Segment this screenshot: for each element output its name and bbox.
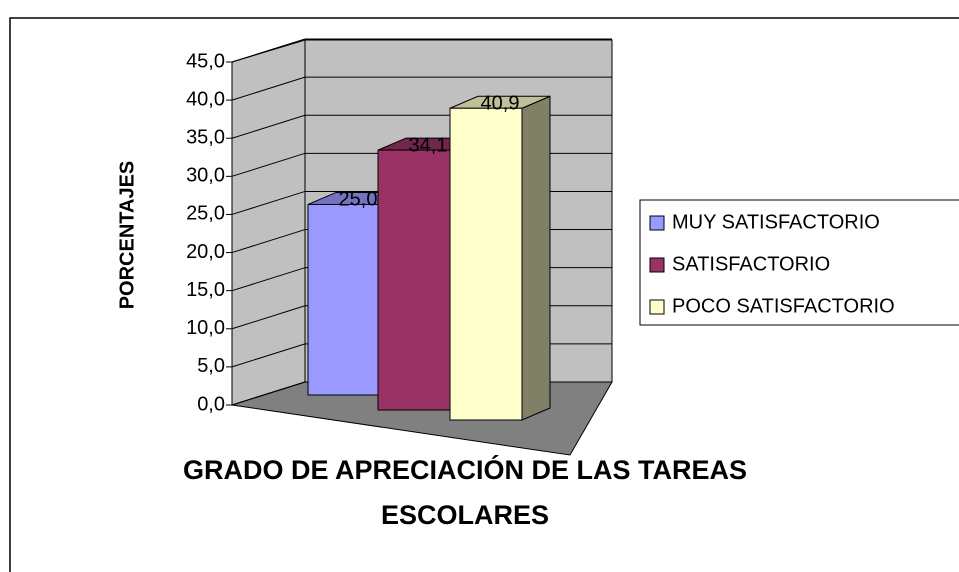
y-tick-label: 20,0 (186, 241, 225, 263)
bar-side (521, 95, 551, 421)
grid-line (231, 305, 306, 330)
grid-line (231, 152, 306, 177)
y-tick-label: 45,0 (186, 50, 225, 72)
bar (449, 107, 523, 421)
x-axis-title-box: GRADO DE APRECIACIÓN DE LAS TAREAS ESCOL… (182, 455, 748, 530)
side-wall (231, 39, 306, 406)
grid-line (231, 114, 306, 139)
grid-line (231, 229, 306, 254)
bar (307, 203, 381, 396)
y-tick-label: 25,0 (186, 203, 225, 225)
y-tick-label: 15,0 (186, 279, 225, 301)
grid-line (231, 381, 306, 406)
x-axis-title: GRADO DE APRECIACIÓN DE LAS TAREAS ESCOL… (182, 455, 748, 530)
legend-swatch (649, 257, 665, 273)
value-label: 40,9 (481, 93, 520, 115)
grid-line (231, 343, 306, 368)
value-label: 34,1 (409, 134, 448, 156)
y-tick-label: 35,0 (186, 127, 225, 149)
grid-line (231, 190, 306, 215)
y-tick-label: 40,0 (186, 88, 225, 110)
y-tick-label: 30,0 (186, 165, 225, 187)
y-tick-label: 10,0 (186, 317, 225, 339)
y-axis-title: PORCENTAJES (116, 161, 138, 310)
legend-swatch (649, 215, 665, 231)
bar (377, 149, 451, 411)
grid-line (231, 267, 306, 292)
legend-swatch (649, 299, 665, 315)
legend-label: SATISFACTORIO (672, 253, 830, 275)
y-tick-label: 0,0 (197, 393, 225, 415)
legend (639, 199, 959, 326)
legend-label: MUY SATISFACTORIO (672, 211, 880, 233)
legend-label: POCO SATISFACTORIO (672, 295, 895, 317)
grid-line (231, 76, 306, 101)
y-tick-label: 5,0 (197, 355, 225, 377)
grid-line (231, 38, 306, 63)
value-label: 25,0 (339, 189, 378, 211)
